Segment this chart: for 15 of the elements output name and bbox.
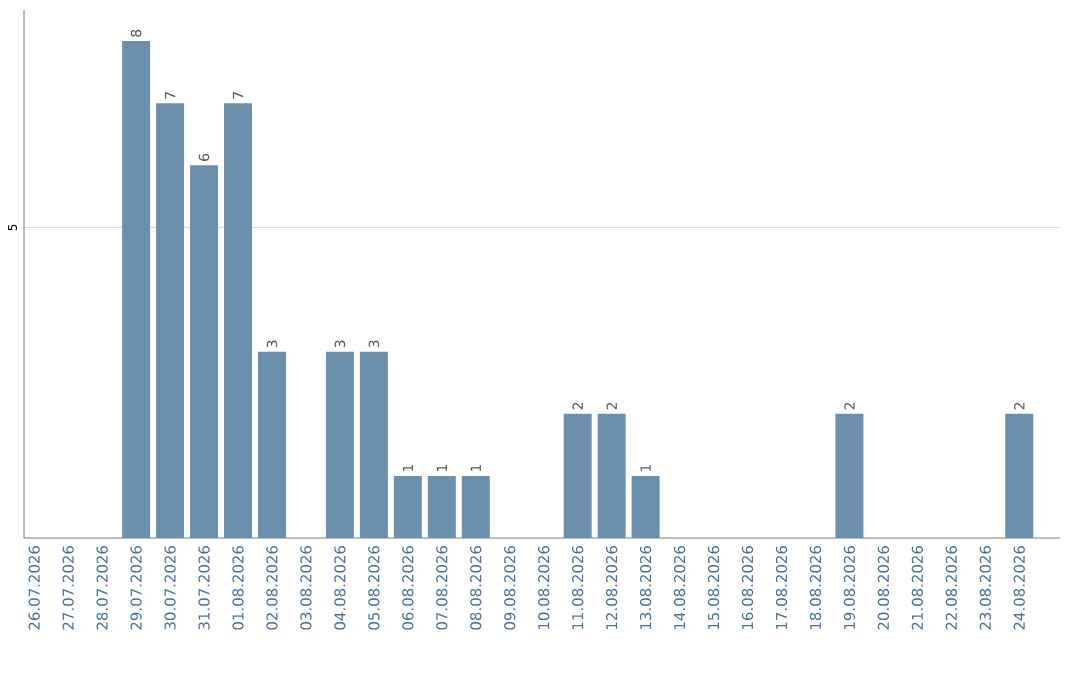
- bar: [156, 103, 185, 538]
- bar: [1005, 413, 1034, 538]
- bar: [461, 475, 490, 538]
- bar: [122, 41, 151, 538]
- bar: [325, 351, 354, 538]
- bar: [190, 165, 219, 538]
- bar: [563, 413, 592, 538]
- bar: [427, 475, 456, 538]
- bar: [359, 351, 388, 538]
- bar: [835, 413, 864, 538]
- bar: [257, 351, 286, 538]
- bar: [631, 475, 660, 538]
- bar: [223, 103, 252, 538]
- bar: [597, 413, 626, 538]
- bar: [393, 475, 422, 538]
